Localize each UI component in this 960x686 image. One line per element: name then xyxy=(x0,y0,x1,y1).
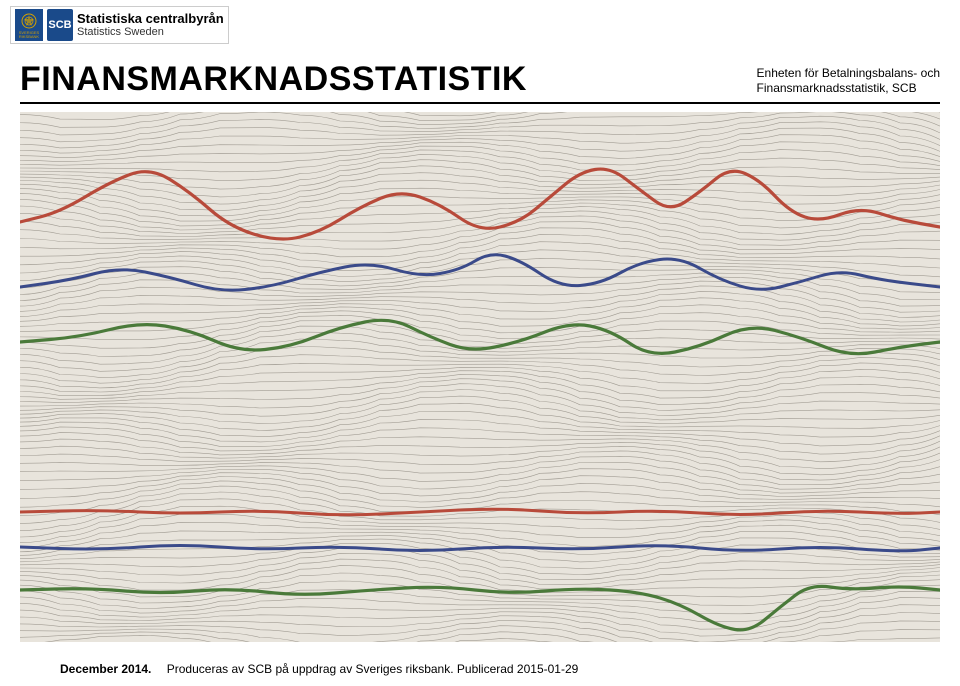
title-divider xyxy=(20,102,940,104)
footer-period: December 2014. xyxy=(60,662,151,676)
subtitle-line2: Finansmarknadsstatistik, SCB xyxy=(757,81,917,95)
subtitle-line1: Enheten för Betalningsbalans- och xyxy=(757,66,940,80)
riksbank-label: SVERIGES RIKSBANK xyxy=(15,31,43,39)
riksbank-logo: SVERIGES RIKSBANK xyxy=(15,9,43,41)
hero-image xyxy=(20,112,940,642)
org-text: Statistiska centralbyrån Statistics Swed… xyxy=(77,12,224,38)
title-row: FINANSMARKNADSSTATISTIK Enheten för Beta… xyxy=(20,60,940,99)
footer: December 2014. Produceras av SCB på uppd… xyxy=(60,662,578,676)
page-header: SVERIGES RIKSBANK SCB Statistiska centra… xyxy=(10,6,229,44)
scb-logo: SCB xyxy=(47,9,73,41)
org-name-sub: Statistics Sweden xyxy=(77,26,224,38)
page-title: FINANSMARKNADSSTATISTIK xyxy=(20,60,527,99)
logo-container: SVERIGES RIKSBANK SCB Statistiska centra… xyxy=(10,6,229,44)
hero-svg xyxy=(20,112,940,642)
footer-producer: Produceras av SCB på uppdrag av Sveriges… xyxy=(167,662,579,676)
page-subtitle: Enheten för Betalningsbalans- och Finans… xyxy=(757,66,940,99)
org-name-main: Statistiska centralbyrån xyxy=(77,12,224,26)
